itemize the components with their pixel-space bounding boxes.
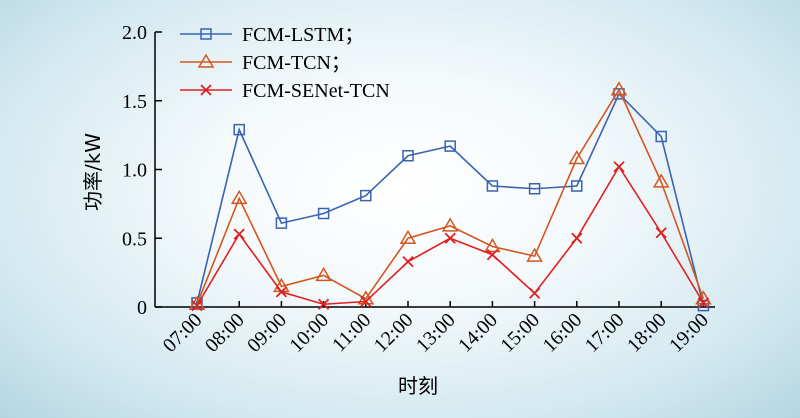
- y-tick-label: 1.5: [122, 91, 147, 113]
- y-tick-label: 1.0: [122, 160, 147, 182]
- x-tick-label: 18:00: [623, 309, 671, 357]
- x-tick-label: 09:00: [243, 309, 291, 357]
- x-tick-label: 08:00: [201, 309, 249, 357]
- data-point-triangle: [652, 173, 670, 188]
- x-tick-label: 10:00: [285, 309, 333, 357]
- data-point-square: [486, 180, 499, 192]
- series-line: [196, 92, 705, 306]
- data-point-x: [402, 255, 414, 268]
- legend-item: FCM-TCN；: [180, 52, 351, 74]
- x-tick-label: 16:00: [539, 309, 587, 357]
- data-point-square: [444, 140, 456, 152]
- x-tick-label: 19:00: [665, 309, 713, 357]
- x-tick-label: 15:00: [496, 309, 544, 357]
- data-point-x: [275, 286, 288, 298]
- y-axis-ticks: 0 0.5 1.0 1.5 2.0: [122, 22, 162, 319]
- data-point-triangle: [315, 266, 332, 282]
- x-axis-title: 时刻: [398, 374, 438, 398]
- data-point-triangle: [399, 229, 417, 244]
- y-tick-label: 2.0: [122, 22, 147, 44]
- legend-item: FCM-LSTM；: [180, 24, 364, 46]
- y-tick-label: 0.5: [122, 228, 147, 250]
- data-point-triangle: [610, 81, 628, 96]
- series-1: [191, 88, 710, 312]
- data-point-x: [571, 232, 583, 244]
- data-point-triangle: [441, 217, 459, 232]
- x-tick-label: 14:00: [454, 309, 502, 357]
- x-tick-label: 11:00: [328, 309, 375, 356]
- data-point-triangle: [526, 247, 543, 262]
- legend-marker-square: [200, 28, 212, 40]
- series-2: [188, 81, 712, 310]
- x-tick-label: 07:00: [159, 309, 207, 357]
- legend-item: FCM-SENet-TCN: [180, 80, 390, 102]
- data-point-square: [528, 183, 541, 195]
- series-line: [196, 88, 705, 305]
- data-point-x: [528, 287, 541, 299]
- data-point-square: [317, 207, 330, 220]
- legend-label: FCM-LSTM；: [242, 24, 364, 46]
- data-point-triangle: [484, 238, 501, 253]
- series-line: [196, 165, 705, 307]
- legend-marker-x: [200, 84, 212, 96]
- data-point-triangle: [568, 150, 586, 165]
- y-tick-label: 0: [137, 297, 147, 319]
- data-point-x: [233, 228, 245, 240]
- data-point-square: [655, 130, 667, 143]
- data-point-triangle: [230, 189, 248, 205]
- data-point-x: [613, 161, 625, 173]
- data-point-x: [486, 249, 499, 261]
- series-layer: [188, 81, 712, 312]
- data-point-x: [697, 297, 710, 309]
- y-axis-title: 功率/kW: [81, 133, 105, 211]
- legend-label: FCM-SENet-TCN: [242, 80, 390, 102]
- x-axis-ticks: 07:0008:0009:0010:0011:0012:0013:0014:00…: [159, 301, 713, 357]
- x-tick-label: 12:00: [370, 309, 418, 357]
- data-point-square: [402, 150, 414, 162]
- data-point-x: [191, 299, 203, 312]
- data-point-x: [317, 298, 330, 310]
- plot-area: 00.51.01.52.0 07:0008:0009:0010:0011:001…: [122, 22, 715, 357]
- data-point-square: [275, 217, 288, 229]
- data-point-square: [233, 123, 245, 136]
- data-point-x: [655, 227, 667, 239]
- legend: FCM-LSTM； FCM-TCN； FCM-SENet-TCN: [180, 24, 390, 102]
- legend-marker-triangle: [197, 53, 215, 68]
- x-tick-label: 13:00: [412, 309, 460, 357]
- data-point-square: [571, 180, 583, 192]
- series-3: [191, 161, 710, 312]
- data-point-square: [697, 299, 710, 312]
- data-point-x: [360, 295, 372, 308]
- data-point-square: [360, 189, 372, 202]
- legend-label: FCM-TCN；: [242, 52, 351, 74]
- x-tick-label: 17:00: [581, 309, 629, 357]
- data-point-x: [444, 232, 456, 244]
